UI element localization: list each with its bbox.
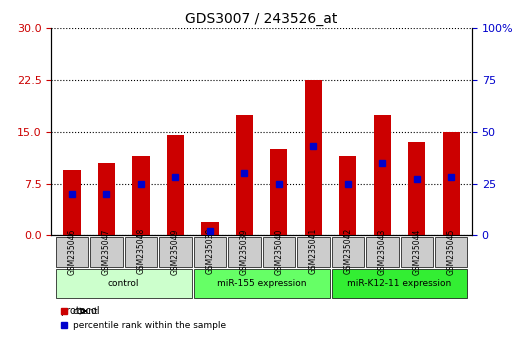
Legend: count, percentile rank within the sample: count, percentile rank within the sample <box>56 304 230 333</box>
Bar <box>167 135 184 235</box>
Bar <box>201 222 219 235</box>
FancyBboxPatch shape <box>401 237 433 267</box>
Text: GSM235042: GSM235042 <box>343 228 352 274</box>
FancyBboxPatch shape <box>297 237 329 267</box>
Text: GSM235048: GSM235048 <box>136 228 146 274</box>
Text: GSM235039: GSM235039 <box>240 228 249 275</box>
Text: GSM235046: GSM235046 <box>68 228 76 275</box>
Text: GSM235049: GSM235049 <box>171 228 180 275</box>
FancyBboxPatch shape <box>263 237 295 267</box>
Bar <box>98 163 115 235</box>
Bar <box>408 142 425 235</box>
Bar <box>270 149 287 235</box>
FancyBboxPatch shape <box>331 269 467 298</box>
FancyBboxPatch shape <box>194 269 329 298</box>
Bar <box>373 115 391 235</box>
Text: control: control <box>108 279 140 289</box>
Text: GSM235047: GSM235047 <box>102 228 111 275</box>
Bar <box>236 115 253 235</box>
Text: GSM235041: GSM235041 <box>309 228 318 274</box>
Bar <box>443 132 460 235</box>
Text: GSM235043: GSM235043 <box>378 228 387 275</box>
Bar <box>64 170 81 235</box>
Text: miR-155 expression: miR-155 expression <box>217 279 306 289</box>
FancyBboxPatch shape <box>366 237 399 267</box>
FancyBboxPatch shape <box>90 237 123 267</box>
Bar <box>305 80 322 235</box>
Title: GDS3007 / 243526_at: GDS3007 / 243526_at <box>185 12 338 26</box>
FancyBboxPatch shape <box>194 237 226 267</box>
Text: miR-K12-11 expression: miR-K12-11 expression <box>347 279 451 289</box>
FancyBboxPatch shape <box>228 237 261 267</box>
FancyBboxPatch shape <box>56 237 88 267</box>
Text: GSM235045: GSM235045 <box>447 228 456 275</box>
Bar <box>339 156 357 235</box>
FancyBboxPatch shape <box>56 269 192 298</box>
Bar <box>132 156 150 235</box>
Text: GSM235040: GSM235040 <box>274 228 283 275</box>
FancyBboxPatch shape <box>331 237 364 267</box>
Text: protocol: protocol <box>60 306 100 316</box>
FancyBboxPatch shape <box>159 237 192 267</box>
Text: GSM235038: GSM235038 <box>205 228 214 274</box>
FancyBboxPatch shape <box>125 237 157 267</box>
FancyBboxPatch shape <box>435 237 467 267</box>
Text: GSM235044: GSM235044 <box>412 228 421 275</box>
